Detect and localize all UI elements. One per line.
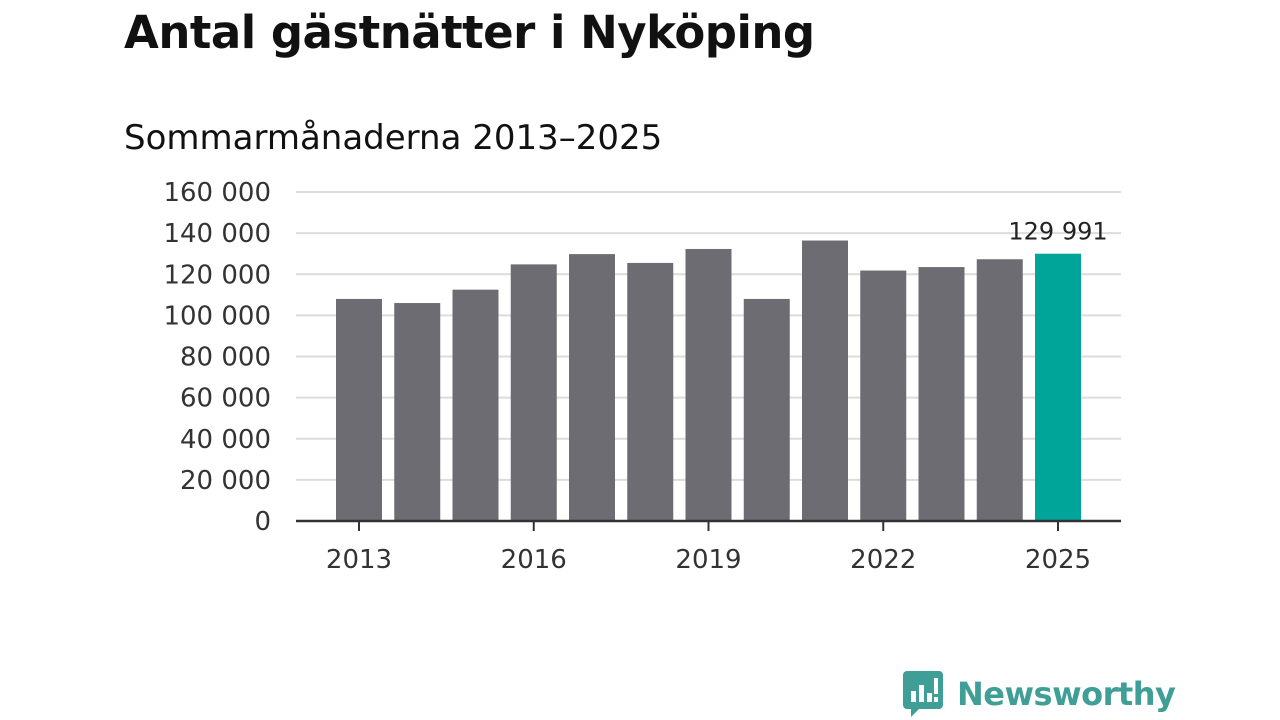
- bar-2020: [743, 298, 790, 521]
- bar-2023: [918, 267, 965, 521]
- chart-title: Antal gästnätter i Nyköping: [124, 6, 815, 59]
- x-tick-label: 2016: [501, 545, 567, 575]
- brand-logo: Newsworthy: [903, 670, 1176, 718]
- chart-subtitle: Sommarmånaderna 2013–2025: [124, 118, 663, 158]
- x-tick-label: 2022: [850, 545, 916, 575]
- x-tick-label: 2013: [326, 545, 392, 575]
- data-label-2025: 129 991: [1008, 218, 1107, 246]
- bar-2019: [685, 248, 732, 521]
- bars: [336, 240, 1081, 522]
- y-tick-label: 40 000: [180, 425, 271, 455]
- y-tick-label: 120 000: [163, 260, 271, 290]
- y-tick-label: 160 000: [163, 178, 271, 208]
- x-tick-label: 2025: [1025, 545, 1091, 575]
- bar-2021: [802, 240, 848, 521]
- bar-2014: [394, 303, 441, 521]
- bar-2015: [452, 289, 499, 521]
- y-axis-ticks: 0 20 000 40 000 60 000 80 000 100 000 120 000 1…: [163, 178, 271, 537]
- bar-2022: [860, 270, 907, 521]
- y-tick-label: 80 000: [180, 343, 271, 373]
- data-labels: 129 991: [1008, 218, 1107, 246]
- y-tick-label: 100 000: [163, 301, 271, 331]
- bar-2018: [627, 262, 674, 521]
- y-tick-label: 20 000: [180, 466, 271, 496]
- newsworthy-logo-icon: [903, 671, 943, 717]
- bar-2025: [1035, 253, 1081, 522]
- x-axis: 2013 2016 2019 2022 2025: [296, 519, 1121, 575]
- y-tick-label: 140 000: [163, 219, 271, 249]
- bar-2017: [569, 254, 615, 521]
- bar-2024: [976, 259, 1023, 521]
- x-tick-label: 2019: [675, 545, 741, 575]
- y-tick-label: 0: [254, 507, 271, 537]
- brand-name: Newsworthy: [957, 675, 1176, 713]
- bar-2016: [510, 264, 557, 521]
- bar-2013: [336, 298, 382, 521]
- y-tick-label: 60 000: [180, 384, 271, 414]
